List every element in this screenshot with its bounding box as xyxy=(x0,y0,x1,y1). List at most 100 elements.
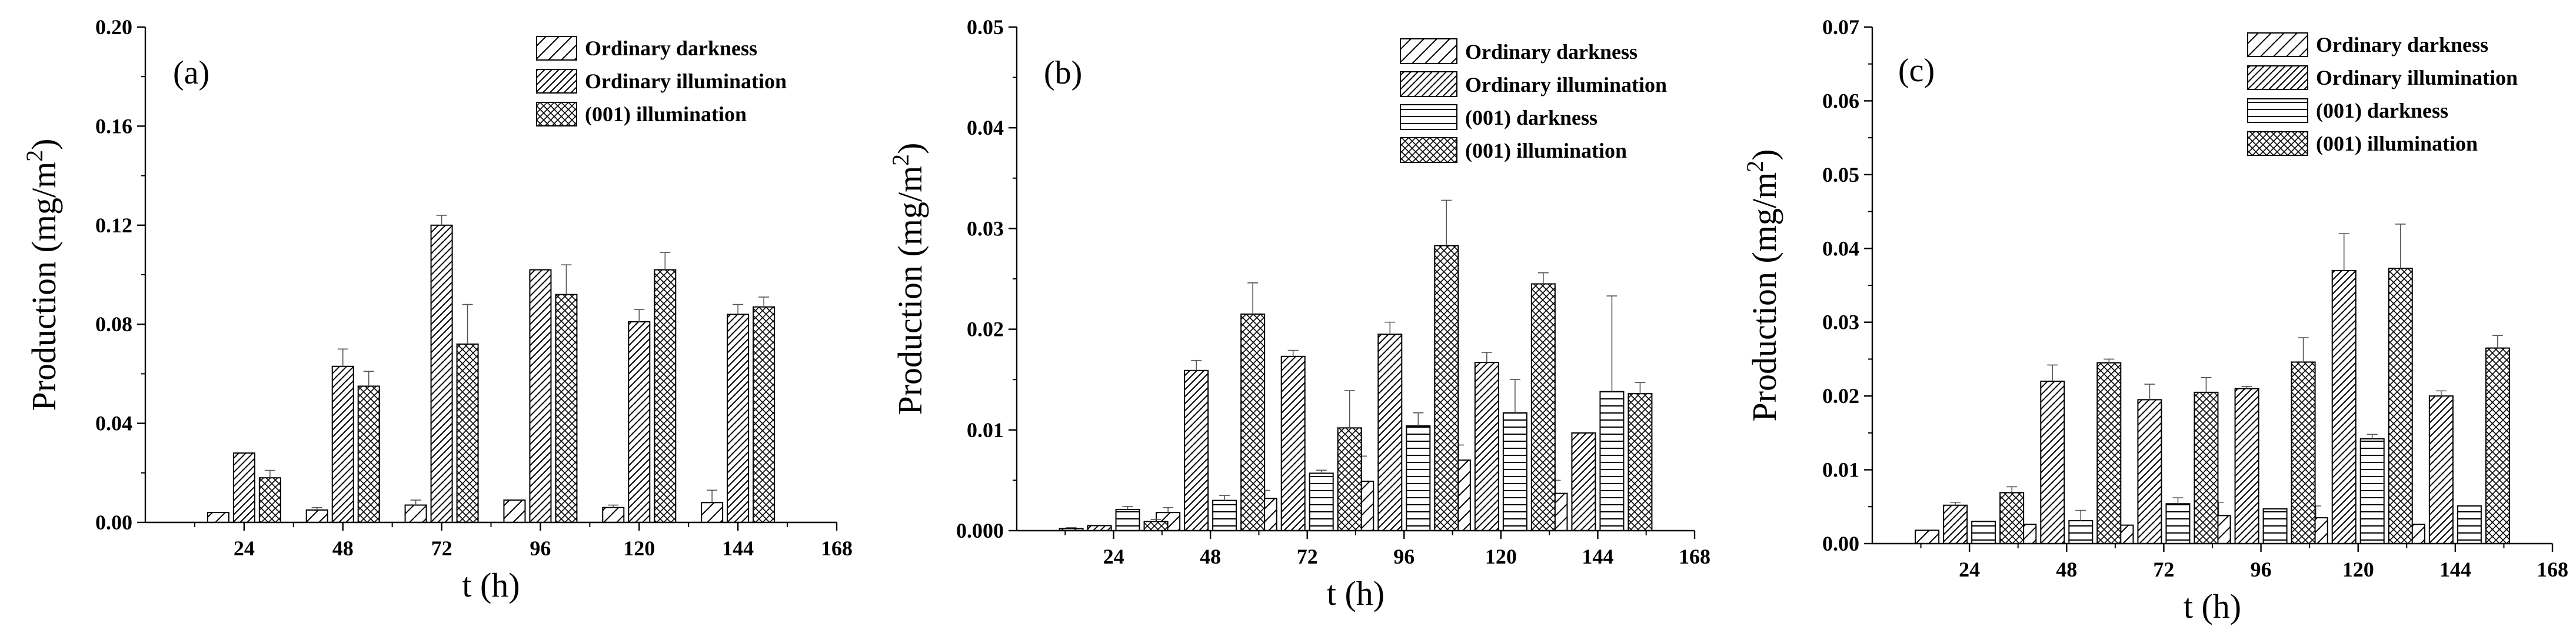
legend-label: (001) illumination xyxy=(585,102,747,126)
legend-label: Ordinary darkness xyxy=(2316,33,2488,56)
bar--001-illumination-48 xyxy=(357,385,380,524)
legend-label: Ordinary darkness xyxy=(585,36,757,60)
x-tick-label: 48 xyxy=(2056,558,2077,581)
bar--001-illumination-24 xyxy=(1999,492,2025,544)
bar--001-darkness-24 xyxy=(1971,521,1996,544)
x-tick-label: 24 xyxy=(1103,545,1124,568)
bar-ordinary-darkness-120 xyxy=(602,507,625,523)
x-tick-label: 168 xyxy=(821,537,853,560)
legend-label: Ordinary illumination xyxy=(1465,73,1667,96)
y-axis-title: Production (mg/m2) xyxy=(21,138,63,411)
x-tick-label: 72 xyxy=(1297,545,1318,568)
bar--001-darkness-72 xyxy=(2165,503,2191,544)
y-axis-title-main: Production (mg/m xyxy=(1745,172,1783,422)
y-tick-label: 0.00 xyxy=(95,511,132,534)
x-axis-title: t (h) xyxy=(1327,574,1384,612)
bar--001-illumination-120 xyxy=(2388,268,2413,544)
bar--001-illumination-24 xyxy=(1143,521,1169,531)
x-tick-label: 168 xyxy=(2537,558,2568,581)
y-axis-title: Production (mg/m2) xyxy=(1742,149,1783,421)
legend-label: (001) darkness xyxy=(2316,99,2448,122)
bar-ordinary-illumination-72 xyxy=(2137,399,2162,545)
bar-ordinary-illumination-24 xyxy=(232,452,255,523)
bar--001-darkness-24 xyxy=(1115,509,1140,531)
y-tick-label: 0.02 xyxy=(967,318,1004,341)
bar--001-illumination-72 xyxy=(456,343,479,523)
y-tick-label: 0.05 xyxy=(1822,163,1859,186)
y-axis-title-main: Production (mg/m xyxy=(891,166,929,415)
bar-ordinary-illumination-48 xyxy=(1184,369,1209,531)
x-tick-label: 168 xyxy=(1679,545,1710,568)
x-tick-label: 72 xyxy=(2153,558,2174,581)
legend-swatch xyxy=(536,36,577,61)
legend-swatch xyxy=(1400,71,1457,97)
bar--001-illumination-24 xyxy=(258,477,281,523)
bar-ordinary-darkness-24 xyxy=(207,512,229,523)
x-tick-label: 96 xyxy=(2251,558,2272,581)
y-tick-label: 0.000 xyxy=(956,519,1004,542)
bar--001-darkness-120 xyxy=(1502,412,1527,531)
bar--001-illumination-72 xyxy=(1337,427,1362,531)
x-tick-label: 144 xyxy=(2439,558,2471,581)
bar--001-darkness-144 xyxy=(1599,391,1625,532)
bar--001-illumination-96 xyxy=(555,294,578,523)
bar-ordinary-illumination-72 xyxy=(430,224,453,523)
bar--001-illumination-48 xyxy=(2096,362,2122,544)
bar-ordinary-darkness-48 xyxy=(305,509,328,524)
legend-swatch xyxy=(2247,32,2308,57)
bar-ordinary-illumination-96 xyxy=(529,269,552,523)
bar-ordinary-illumination-48 xyxy=(2040,381,2065,544)
y-axis-title-sup: 2 xyxy=(21,150,48,162)
x-tick-label: 120 xyxy=(1485,545,1517,568)
y-tick-label: 0.07 xyxy=(1822,15,1859,39)
y-axis-title-main: Production (mg/m xyxy=(25,162,63,411)
legend-swatch xyxy=(536,69,577,94)
y-axis-title-sup: 2 xyxy=(887,154,914,166)
bar--001-illumination-120 xyxy=(1530,283,1556,531)
bar-ordinary-illumination-120 xyxy=(628,321,651,523)
y-tick-label: 0.20 xyxy=(95,15,132,39)
y-tick-label: 0.16 xyxy=(95,114,132,138)
bar-ordinary-darkness-96 xyxy=(503,499,526,523)
bar--001-darkness-48 xyxy=(2068,520,2094,544)
legend-swatch xyxy=(536,102,577,126)
bar--001-illumination-48 xyxy=(1240,313,1266,531)
legend-label: (001) illumination xyxy=(2316,132,2478,155)
bar--001-illumination-96 xyxy=(2291,361,2316,545)
bar--001-illumination-144 xyxy=(753,306,776,523)
legend-label: (001) darkness xyxy=(1465,106,1597,129)
chart-panel-c: 0.00 0.01 0.02 0.03 0.04 0.05 0.06 0.07 24 48 72 96… xyxy=(1742,15,2568,625)
bar-ordinary-illumination-120 xyxy=(1474,362,1499,531)
x-tick-label: 144 xyxy=(1582,545,1613,568)
bar-ordinary-darkness-144 xyxy=(701,502,724,524)
x-axis-title: t (h) xyxy=(2184,587,2241,625)
bar-ordinary-darkness-72 xyxy=(404,504,427,524)
x-tick-label: 24 xyxy=(1959,558,1980,581)
bar-ordinary-illumination-144 xyxy=(2428,395,2454,545)
y-tick-label: 0.12 xyxy=(95,214,132,237)
y-axis-title-close: ) xyxy=(1745,149,1783,160)
y-tick-label: 0.00 xyxy=(1822,532,1859,555)
bar--001-darkness-96 xyxy=(2262,508,2288,545)
y-axis-title-close: ) xyxy=(891,142,929,154)
x-tick-label: 96 xyxy=(530,537,551,560)
x-tick-label: 120 xyxy=(2342,558,2374,581)
y-tick-label: 0.04 xyxy=(967,116,1004,139)
legend-swatch xyxy=(1400,38,1457,64)
bar--001-darkness-96 xyxy=(1406,425,1431,532)
legend-label: Ordinary illumination xyxy=(585,69,787,93)
bar-ordinary-illumination-120 xyxy=(2331,269,2357,544)
legend-label: Ordinary illumination xyxy=(2316,66,2518,89)
bar--001-darkness-48 xyxy=(1212,499,1237,532)
y-tick-label: 0.02 xyxy=(1822,384,1859,408)
bar-ordinary-illumination-48 xyxy=(331,365,354,524)
y-tick-label: 0.03 xyxy=(967,216,1004,240)
y-tick-label: 0.01 xyxy=(967,418,1004,442)
x-tick-label: 120 xyxy=(623,537,655,560)
y-axis-title-close: ) xyxy=(25,138,63,149)
legend-swatch xyxy=(1400,104,1457,130)
bar-ordinary-darkness-24 xyxy=(1915,529,1940,544)
legend-swatch xyxy=(2247,131,2308,156)
panel-label: (a) xyxy=(173,55,209,91)
y-tick-label: 0.05 xyxy=(967,15,1004,39)
